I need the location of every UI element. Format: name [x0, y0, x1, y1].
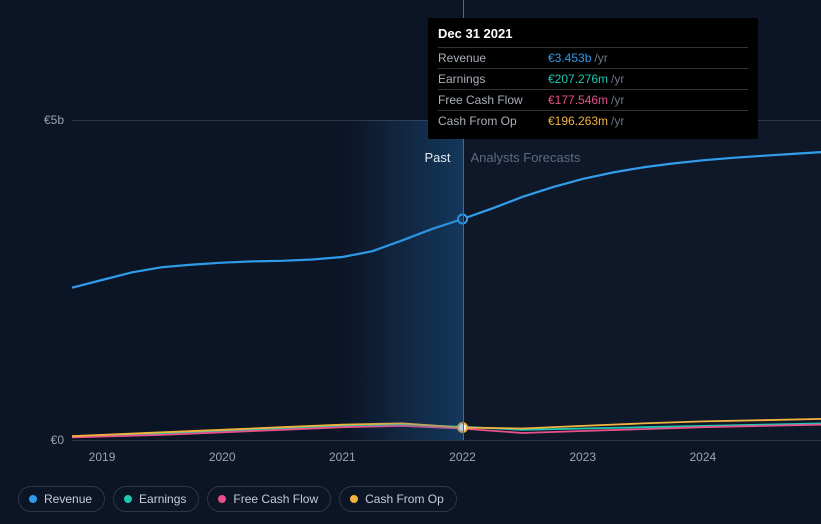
tooltip-row-suffix: /yr [611, 72, 624, 86]
tooltip-row: Earnings€207.276m/yr [438, 68, 748, 89]
chart-legend: Revenue Earnings Free Cash Flow Cash From O… [18, 486, 457, 512]
y-axis-label: €0 [32, 433, 64, 447]
forecast-region [463, 120, 821, 440]
legend-dot-icon [124, 495, 132, 503]
chart-tooltip: Dec 31 2021 Revenue€3.453b/yrEarnings€20… [428, 18, 758, 139]
gridline [72, 440, 821, 441]
tooltip-row-suffix: /yr [594, 51, 607, 65]
legend-item[interactable]: Cash From Op [339, 486, 457, 512]
legend-label: Earnings [139, 492, 186, 506]
tooltip-row: Cash From Op€196.263m/yr [438, 110, 748, 131]
x-axis-label: 2021 [329, 450, 356, 464]
legend-item[interactable]: Free Cash Flow [207, 486, 331, 512]
tooltip-row-value: €177.546m [548, 93, 608, 107]
legend-dot-icon [29, 495, 37, 503]
x-axis-label: 2020 [209, 450, 236, 464]
legend-dot-icon [350, 495, 358, 503]
tooltip-row-suffix: /yr [611, 93, 624, 107]
x-axis-label: 2019 [89, 450, 116, 464]
legend-item[interactable]: Earnings [113, 486, 199, 512]
x-axis-label: 2022 [449, 450, 476, 464]
tooltip-row: Revenue€3.453b/yr [438, 47, 748, 68]
tooltip-row-label: Revenue [438, 51, 548, 65]
legend-label: Revenue [44, 492, 92, 506]
tooltip-date: Dec 31 2021 [438, 26, 748, 47]
x-axis-label: 2024 [689, 450, 716, 464]
y-axis-label: €5b [32, 113, 64, 127]
tooltip-row-value: €3.453b [548, 51, 591, 65]
tooltip-row-value: €196.263m [548, 114, 608, 128]
tooltip-row-label: Cash From Op [438, 114, 548, 128]
tooltip-row-label: Free Cash Flow [438, 93, 548, 107]
legend-item[interactable]: Revenue [18, 486, 105, 512]
legend-dot-icon [218, 495, 226, 503]
tooltip-row: Free Cash Flow€177.546m/yr [438, 89, 748, 110]
legend-label: Cash From Op [365, 492, 444, 506]
past-label: Past [425, 150, 451, 165]
tooltip-row-value: €207.276m [548, 72, 608, 86]
tooltip-row-suffix: /yr [611, 114, 624, 128]
x-axis-label: 2023 [569, 450, 596, 464]
forecast-label: Analysts Forecasts [471, 150, 581, 165]
legend-label: Free Cash Flow [233, 492, 318, 506]
tooltip-row-label: Earnings [438, 72, 548, 86]
